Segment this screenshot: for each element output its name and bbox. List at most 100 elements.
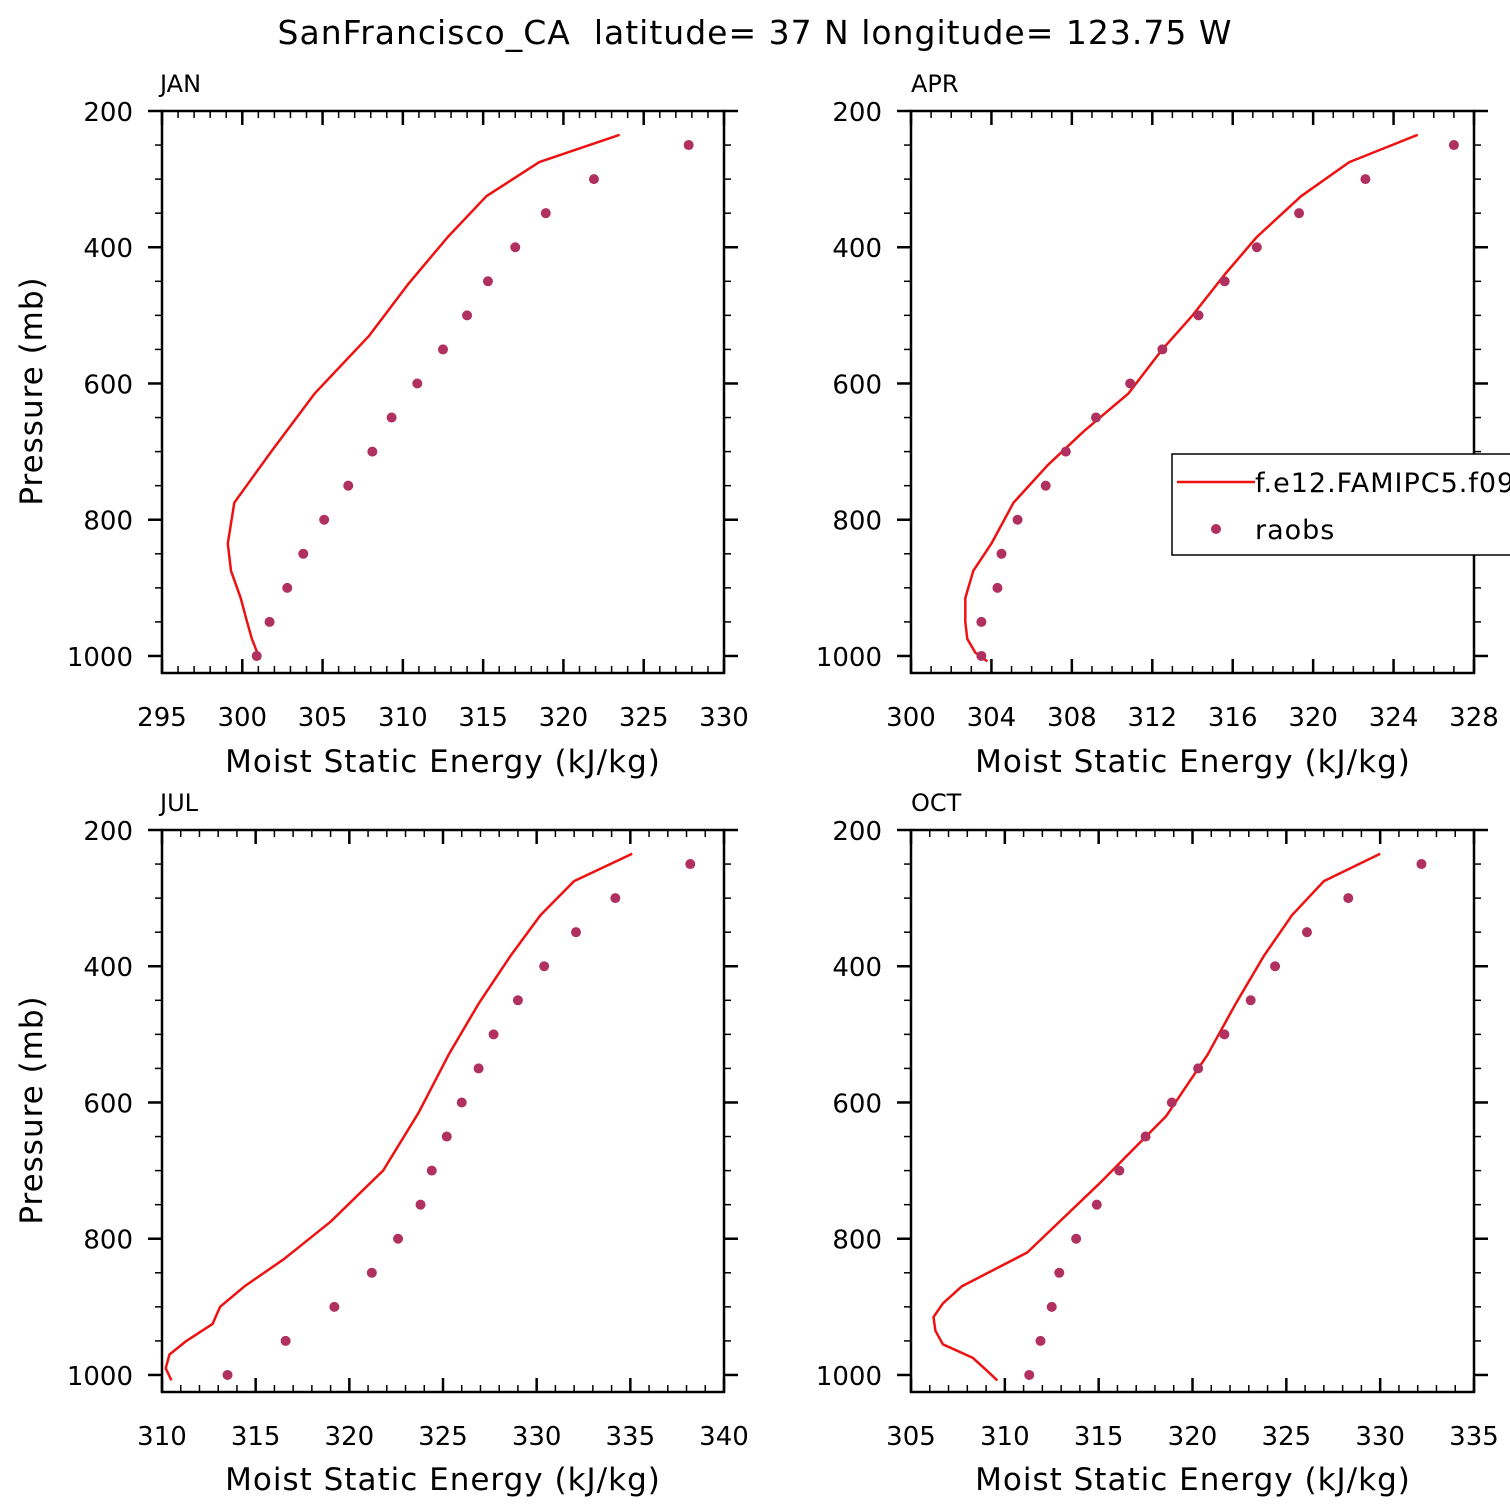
x-tick-label: 320 (325, 1422, 375, 1452)
raobs-point (1012, 514, 1023, 525)
y-tick-label: 600 (832, 370, 882, 400)
y-tick-label: 800 (832, 1226, 882, 1256)
x-tick-label: 300 (217, 703, 267, 733)
y-tick-label: 400 (832, 953, 882, 983)
raobs-point (1054, 1267, 1065, 1278)
raobs-point (1090, 412, 1101, 423)
x-tick-label: 335 (1449, 1422, 1499, 1452)
raobs-point (996, 548, 1007, 559)
y-tick-label: 600 (832, 1089, 882, 1119)
y-tick-label: 1000 (816, 643, 882, 673)
x-tick-label: 325 (418, 1422, 468, 1452)
raobs-point (683, 140, 694, 151)
model-line-jan (226, 133, 621, 660)
raobs-point (366, 1267, 377, 1278)
legend: f.e12.FAMIPC5.f09 raobs (1171, 453, 1510, 556)
x-tick-label: 295 (137, 703, 187, 733)
x-tick-label: 312 (1127, 703, 1177, 733)
y-tick-label: 400 (83, 234, 133, 264)
x-tick-label: 330 (699, 703, 749, 733)
y-tick-label: 200 (83, 817, 133, 847)
raobs-point (280, 1335, 291, 1346)
raobs-point (438, 344, 448, 355)
model-line-jul (164, 852, 633, 1381)
raobs-point (1024, 1369, 1035, 1380)
raobs-point (343, 480, 354, 491)
raobs-point (386, 412, 397, 423)
raobs-point (367, 446, 378, 457)
raobs-point (1448, 140, 1459, 151)
raobs-point (1035, 1335, 1046, 1346)
raobs-point (1071, 1233, 1082, 1244)
raobs-point (329, 1301, 340, 1312)
x-tick-label: 325 (619, 703, 669, 733)
raobs-point (1060, 446, 1071, 457)
raobs-point (1219, 276, 1230, 287)
raobs-point (482, 276, 493, 287)
raobs-point (1251, 242, 1262, 253)
x-tick-label: 335 (606, 1422, 656, 1452)
raobs-point (588, 174, 599, 185)
raobs-point (441, 1131, 452, 1142)
panel-jan: JAN Pressure (mb) Moist Static Energy (k… (14, 70, 749, 780)
x-tick-label: 305 (298, 703, 348, 733)
raobs-point (1046, 1301, 1057, 1312)
raobs-point (1166, 1097, 1177, 1108)
x-tick-label: 304 (967, 703, 1017, 733)
y-tick-label: 400 (83, 953, 133, 983)
panel-label-jan: JAN (158, 70, 201, 98)
raobs-point (251, 650, 262, 661)
x-tick-label: 330 (1355, 1422, 1405, 1452)
x-tick-label: 315 (1074, 1422, 1124, 1452)
raobs-point (992, 582, 1003, 593)
x-tick-label: 308 (1047, 703, 1097, 733)
raobs-point (510, 242, 521, 253)
y-axis-label-jan: Pressure (mb) (14, 276, 50, 505)
raobs-point (1040, 480, 1051, 491)
model-line-apr (964, 133, 1419, 663)
raobs-point (540, 208, 551, 219)
legend-box (1171, 453, 1510, 556)
raobs-point (1091, 1199, 1102, 1210)
raobs-point (426, 1165, 437, 1176)
raobs-point (298, 548, 309, 559)
figure-title: SanFrancisco_CA latitude= 37 N longitude… (278, 13, 1233, 52)
x-axis-label-apr: Moist Static Energy (kJ/kg) (975, 744, 1411, 780)
raobs-point (456, 1097, 467, 1108)
y-tick-label: 1000 (67, 1362, 133, 1392)
x-tick-label: 340 (699, 1422, 749, 1452)
raobs-point (512, 995, 523, 1006)
y-tick-label: 1000 (67, 643, 133, 673)
x-tick-label: 310 (378, 703, 428, 733)
panel-label-jul: JUL (158, 789, 199, 817)
x-tick-label: 305 (886, 1422, 936, 1452)
y-tick-label: 600 (83, 370, 133, 400)
y-tick-label: 200 (83, 98, 133, 128)
legend-obs-label: raobs (1255, 515, 1335, 546)
raobs-point (393, 1233, 404, 1244)
raobs-point (1140, 1131, 1151, 1142)
raobs-point (1114, 1165, 1125, 1176)
raobs-point (1157, 344, 1168, 355)
raobs-point (1294, 208, 1305, 219)
x-axis-label-jul: Moist Static Energy (kJ/kg) (225, 1462, 661, 1498)
raobs-point (1193, 1063, 1204, 1074)
x-axis-label-oct: Moist Static Energy (kJ/kg) (975, 1462, 1411, 1498)
panel-label-apr: APR (911, 70, 959, 98)
x-tick-label: 300 (886, 703, 936, 733)
y-tick-label: 800 (83, 1226, 133, 1256)
x-tick-label: 315 (231, 1422, 281, 1452)
raobs-point (610, 893, 621, 904)
model-line-oct (932, 852, 1381, 1382)
raobs-point (222, 1369, 233, 1380)
x-axis-label-jan: Moist Static Energy (kJ/kg) (225, 744, 661, 780)
legend-model-label: f.e12.FAMIPC5.f09 (1255, 468, 1510, 499)
panel-oct: OCT Moist Static Energy (kJ/kg) 305 310 31… (816, 789, 1499, 1498)
raobs-point (685, 859, 696, 870)
x-tick-label: 315 (458, 703, 508, 733)
x-tick-label: 320 (1168, 1422, 1218, 1452)
raobs-point (539, 961, 550, 972)
plot-frame-oct (909, 828, 1476, 1394)
y-tick-label: 600 (83, 1089, 133, 1119)
